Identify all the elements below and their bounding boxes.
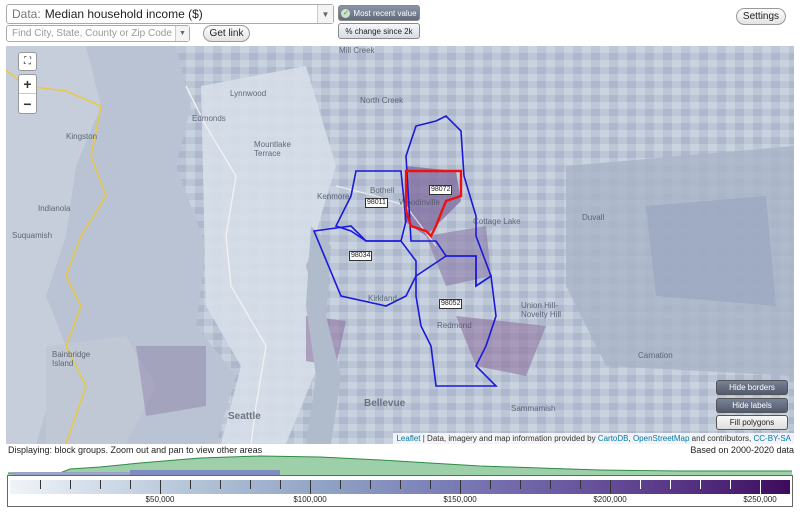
data-select[interactable]: Data: Median household income ($) ▼ <box>6 4 334 24</box>
legend-tick <box>730 480 731 489</box>
settings-button[interactable]: Settings <box>736 8 786 25</box>
zip-label[interactable]: 98011 <box>365 198 388 208</box>
zip-label[interactable]: 98034 <box>349 251 373 261</box>
license-link[interactable]: CC-BY-SA <box>753 434 792 443</box>
map[interactable]: ⛶ + − Mill Creek Lynnwood North Creek Ki… <box>6 46 794 444</box>
color-legend: $50,000 $100,000 $150,000 $200,000 $250,… <box>7 475 793 507</box>
histogram <box>8 455 792 475</box>
place-label: Duvall <box>582 213 605 222</box>
attribution-text: | Data, imagery and map information prov… <box>422 434 596 443</box>
leaflet-link[interactable]: Leaflet <box>396 434 421 443</box>
fill-polygons-button[interactable]: Fill polygons <box>716 415 788 430</box>
place-label: Kirkland <box>368 294 397 303</box>
place-label: Woodinville <box>399 198 440 207</box>
zoom-control: + − <box>18 74 37 114</box>
legend-tick <box>580 480 581 489</box>
legend-tick <box>700 480 701 489</box>
map-canvas <box>6 46 794 444</box>
attribution: Leaflet | Data, imagery and map informat… <box>393 433 794 444</box>
legend-tick <box>370 480 371 489</box>
legend-tick <box>490 480 491 489</box>
legend-tick <box>610 480 611 494</box>
most-recent-label: Most recent value <box>353 8 417 18</box>
pct-change-toggle[interactable]: % change since 2k <box>338 23 420 39</box>
fullscreen-button[interactable]: ⛶ <box>18 52 37 71</box>
zoom-out-button[interactable]: − <box>23 95 32 112</box>
display-status: Displaying: block groups. Zoom out and p… <box>8 445 263 455</box>
data-select-value: Median household income ($) <box>44 7 203 21</box>
place-label: Mountlake Terrace <box>254 140 291 158</box>
legend-tick <box>280 480 281 489</box>
place-label: Bothell <box>370 186 395 195</box>
legend-tick <box>640 480 641 489</box>
based-on-text: Based on 2000-2020 data <box>690 445 794 455</box>
legend-tick <box>220 480 221 489</box>
legend-tick <box>550 480 551 489</box>
place-label: North Creek <box>360 96 404 105</box>
place-label: Suquamish <box>12 231 53 240</box>
place-label: Union Hill-Novelty Hill <box>521 301 562 319</box>
legend-tick <box>430 480 431 489</box>
legend-tick <box>310 480 311 494</box>
legend-label: $200,000 <box>593 495 627 504</box>
search-placeholder: Find City, State, County or Zip Code <box>12 28 172 39</box>
place-label: Carnation <box>638 351 673 360</box>
cartodb-link[interactable]: CartoDB <box>597 434 629 443</box>
place-label: Bellevue <box>364 398 406 409</box>
legend-tick <box>130 480 131 489</box>
legend-label: $50,000 <box>145 495 175 504</box>
place-label: Sammamish <box>511 404 556 413</box>
hide-borders-button[interactable]: Hide borders <box>716 380 788 395</box>
data-select-prefix: Data: <box>12 7 41 21</box>
legend-tick <box>400 480 401 489</box>
legend-tick <box>70 480 71 489</box>
legend-tick <box>40 480 41 489</box>
place-label: Indianola <box>38 204 71 213</box>
zip-label[interactable]: 98072 <box>429 185 453 195</box>
place-label: Kingston <box>66 132 98 141</box>
legend-tick <box>760 480 761 494</box>
zip-label[interactable]: 98052 <box>439 299 463 309</box>
attribution-tail: and contributors, <box>691 434 752 443</box>
osm-link[interactable]: OpenStreetMap <box>632 434 690 443</box>
legend-tick <box>340 480 341 489</box>
check-icon: ✓ <box>341 8 351 18</box>
legend-tick <box>460 480 461 494</box>
legend-label: $250,000 <box>743 495 777 504</box>
legend-tick <box>190 480 191 489</box>
legend-label: $150,000 <box>443 495 477 504</box>
legend-tick <box>100 480 101 489</box>
legend-tick <box>520 480 521 489</box>
get-link-button[interactable]: Get link <box>203 25 250 42</box>
place-label: Redmond <box>437 321 472 330</box>
hide-labels-button[interactable]: Hide labels <box>716 398 788 413</box>
most-recent-toggle[interactable]: ✓ Most recent value <box>338 5 420 21</box>
place-label: Lynnwood <box>230 89 267 98</box>
place-label: Bainbridge Island <box>52 350 91 368</box>
search-dropdown-icon[interactable]: ▼ <box>175 26 189 41</box>
place-label: Kenmore <box>317 192 350 201</box>
toolbar: Data: Median household income ($) ▼ Find… <box>0 0 800 46</box>
legend-tick <box>250 480 251 489</box>
legend-tick <box>670 480 671 489</box>
search-input[interactable]: Find City, State, County or Zip Code ▼ <box>6 25 190 42</box>
place-label: Cottage Lake <box>473 217 521 226</box>
zoom-in-button[interactable]: + <box>19 75 36 94</box>
place-label: Edmonds <box>192 114 226 123</box>
chevron-down-icon[interactable]: ▼ <box>317 5 333 23</box>
place-label: Seattle <box>228 411 261 422</box>
legend-label: $100,000 <box>293 495 327 504</box>
place-label: Mill Creek <box>339 46 375 55</box>
legend-tick <box>160 480 161 494</box>
